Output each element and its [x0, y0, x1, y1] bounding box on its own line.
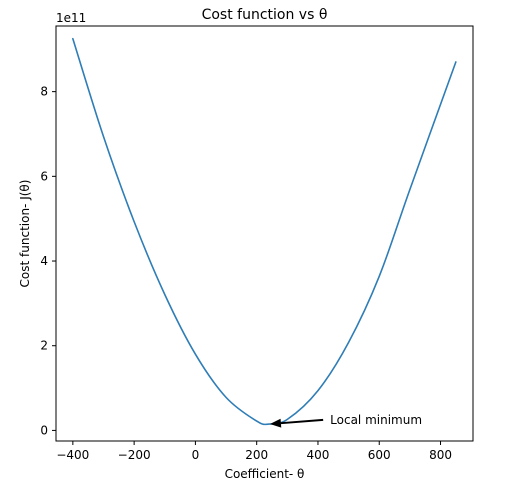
x-tick-label: −200 [118, 448, 151, 462]
y-tick-label: 0 [40, 423, 48, 437]
x-tick-label: 600 [368, 448, 391, 462]
annotation-arrow-head [269, 418, 282, 428]
x-axis-label: Coefficient- θ [225, 467, 305, 481]
annotation-label: Local minimum [330, 413, 422, 427]
y-tick-label: 8 [40, 85, 48, 99]
y-tick-label: 6 [40, 169, 48, 183]
y-tick-label: 4 [40, 254, 48, 268]
y-tick-label: 2 [40, 339, 48, 353]
annotation-arrow-shaft [280, 418, 324, 425]
y-axis-offset-text: 1e11 [56, 11, 86, 25]
x-axis-ticks: −400 −200 0 200 400 600 800 [56, 441, 452, 462]
x-tick-label: 400 [307, 448, 330, 462]
y-axis-ticks: 0 2 4 6 8 [40, 85, 56, 437]
x-tick-label: −400 [56, 448, 89, 462]
x-tick-label: 800 [429, 448, 452, 462]
axes-frame [55, 25, 474, 442]
y-axis-label: Cost function- J(θ) [18, 180, 32, 288]
x-tick-label: 200 [245, 448, 268, 462]
plot-area: −400 −200 0 200 400 600 800 0 2 4 6 8 Local minimu… [40, 25, 474, 462]
cost-curve-line [72, 37, 457, 426]
series-layer [72, 37, 457, 426]
annotation-layer: Local minimum [269, 413, 422, 428]
chart-title: Cost function vs θ [202, 7, 328, 23]
x-tick-label: 0 [192, 448, 200, 462]
